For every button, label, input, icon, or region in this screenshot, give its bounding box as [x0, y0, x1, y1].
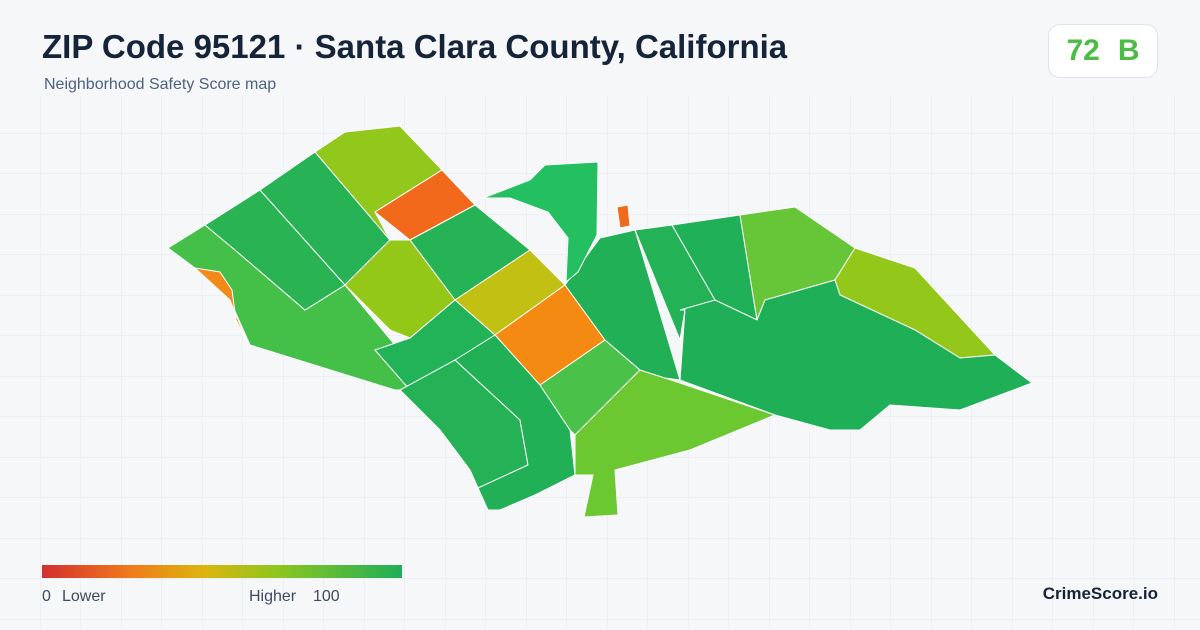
legend-min-label: Lower	[62, 588, 106, 605]
score: 72	[1066, 34, 1100, 67]
legend-max-label: Higher	[249, 588, 297, 605]
subtitle: Neighborhood Safety Score map	[44, 76, 277, 93]
legend-max: 100	[313, 588, 340, 605]
brand: CrimeScore.io	[1042, 584, 1158, 603]
score-badge: 72 B	[1048, 24, 1158, 78]
legend-gradient	[42, 565, 402, 578]
grade: B	[1117, 34, 1140, 67]
legend-min: 0	[42, 588, 51, 605]
zip-areas	[167, 125, 1034, 518]
title: ZIP Code 95121 · Santa Clara County, Cal…	[42, 28, 788, 65]
